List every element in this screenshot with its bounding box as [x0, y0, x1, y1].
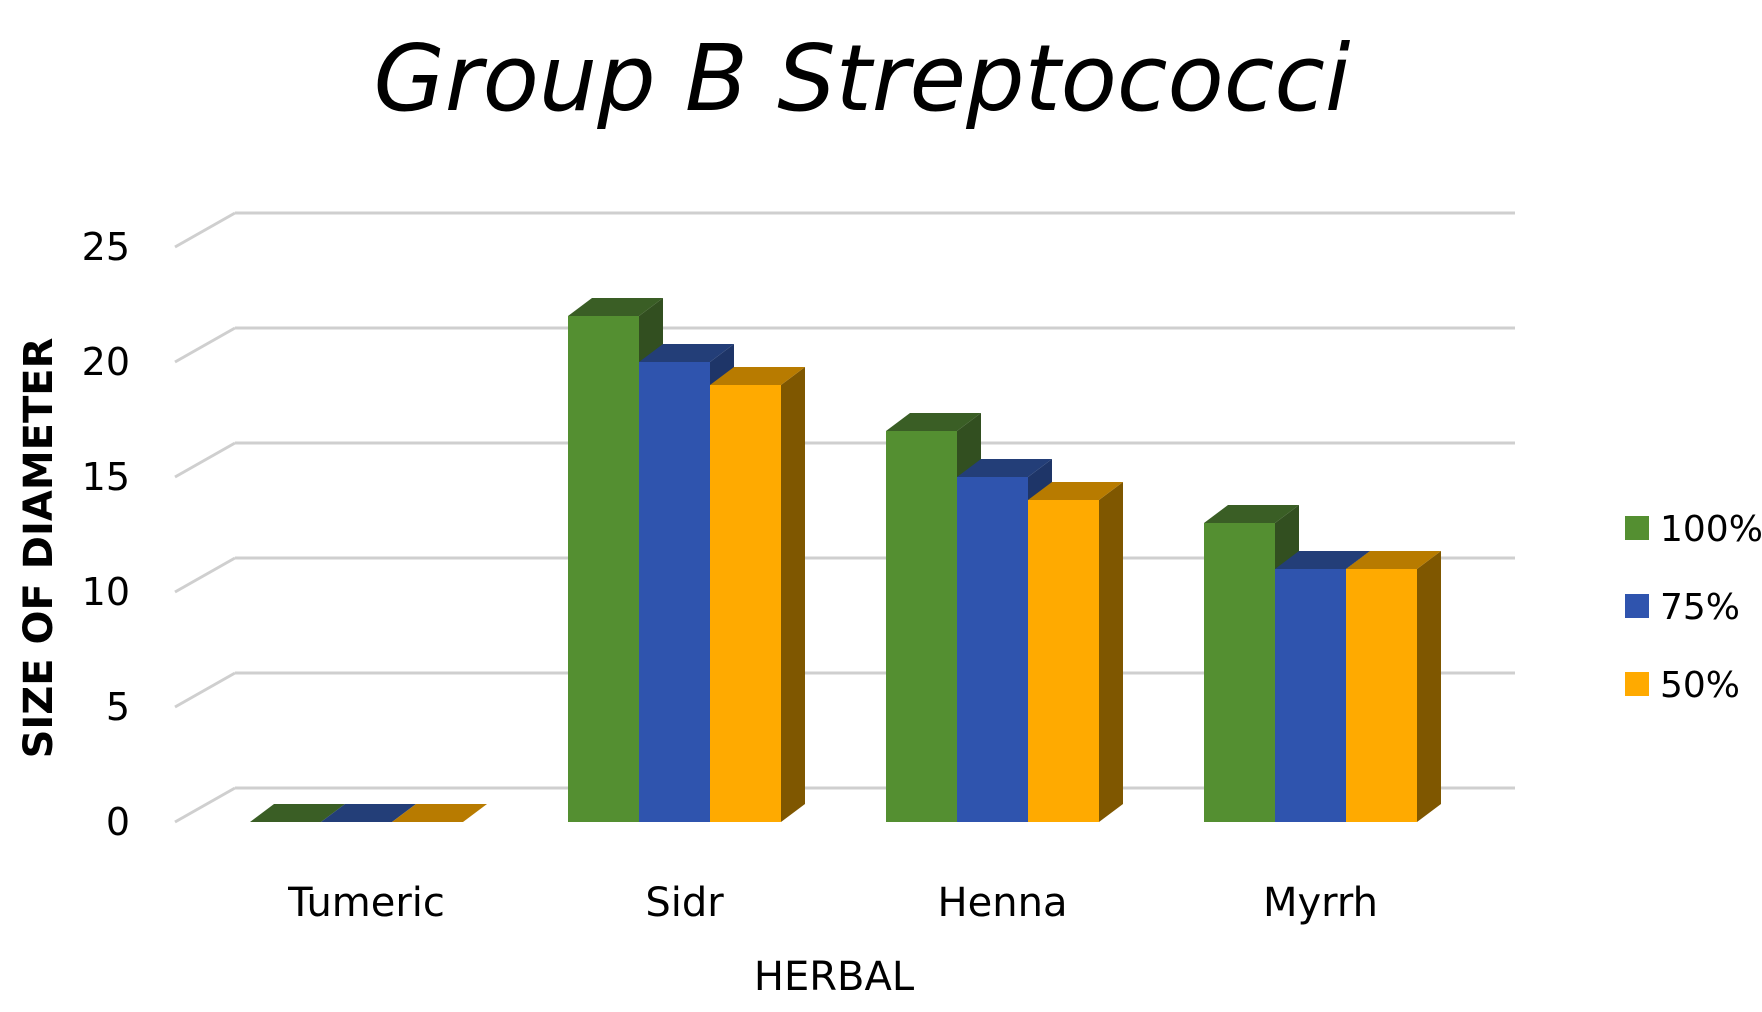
- legend-swatch: [1625, 594, 1649, 618]
- gridline-diagonal: [174, 441, 236, 479]
- y-tick-label: 5: [106, 685, 130, 729]
- legend-item: 50%: [1625, 665, 1740, 706]
- legend-item: 100%: [1625, 509, 1762, 550]
- gridline-diagonal: [174, 211, 236, 249]
- bar-top: [710, 367, 805, 385]
- legend-label: 50%: [1660, 665, 1740, 706]
- bar-top: [957, 459, 1052, 477]
- bar-front: [1204, 523, 1275, 822]
- bar-front: [957, 477, 1028, 822]
- bar-top: [250, 804, 345, 822]
- bars: [250, 298, 1441, 822]
- bar-front: [1346, 569, 1417, 822]
- gridline-diagonal: [174, 671, 236, 709]
- bar-front: [886, 431, 957, 822]
- bar-top: [1346, 551, 1441, 569]
- bar: [321, 804, 416, 822]
- gridline-diagonal: [174, 786, 236, 824]
- bar-side: [1417, 551, 1441, 822]
- bar-top: [321, 804, 416, 822]
- y-tick-label: 25: [82, 225, 130, 269]
- y-axis-title: SIZE OF DIAMETER: [16, 338, 62, 759]
- category-label: Henna: [938, 880, 1068, 926]
- y-tick-label: 0: [106, 800, 130, 844]
- bar-top: [568, 298, 663, 316]
- bar: [250, 804, 345, 822]
- legend-item: 75%: [1625, 587, 1740, 628]
- legend-label: 100%: [1660, 509, 1762, 550]
- category-label: Sidr: [645, 880, 724, 926]
- bar-front: [1028, 500, 1099, 822]
- legend-swatch: [1625, 516, 1649, 540]
- gridline-diagonal: [174, 326, 236, 364]
- bar-top: [1028, 482, 1123, 500]
- y-axis-ticks: 0 5 10 15 20 25: [82, 225, 130, 844]
- legend-label: 75%: [1660, 587, 1740, 628]
- x-axis-title: HERBAL: [754, 954, 915, 1000]
- bar: [710, 367, 805, 822]
- bar-top: [639, 344, 734, 362]
- bar-top: [1275, 551, 1370, 569]
- category-label: Tumeric: [287, 880, 445, 926]
- y-tick-label: 20: [82, 340, 130, 384]
- bar-top: [1204, 505, 1299, 523]
- category-label: Myrrh: [1263, 880, 1378, 926]
- bar-front: [568, 316, 639, 822]
- legend-swatch: [1625, 672, 1649, 696]
- y-tick-label: 10: [82, 570, 130, 614]
- bar: [1346, 551, 1441, 822]
- bar-top: [392, 804, 487, 822]
- legend: 100% 75% 50%: [1625, 509, 1762, 706]
- bar-top: [886, 413, 981, 431]
- bar: [1028, 482, 1123, 822]
- chart-title: Group B Streptococci: [374, 25, 1351, 132]
- bar: [392, 804, 487, 822]
- gridline-diagonal: [174, 556, 236, 594]
- bar-front: [710, 385, 781, 822]
- y-tick-label: 15: [82, 455, 130, 499]
- bar-side: [1099, 482, 1123, 822]
- bar-side: [781, 367, 805, 822]
- bar-front: [1275, 569, 1346, 822]
- bar-front: [639, 362, 710, 822]
- x-axis-categories: Tumeric Sidr Henna Myrrh: [287, 880, 1378, 926]
